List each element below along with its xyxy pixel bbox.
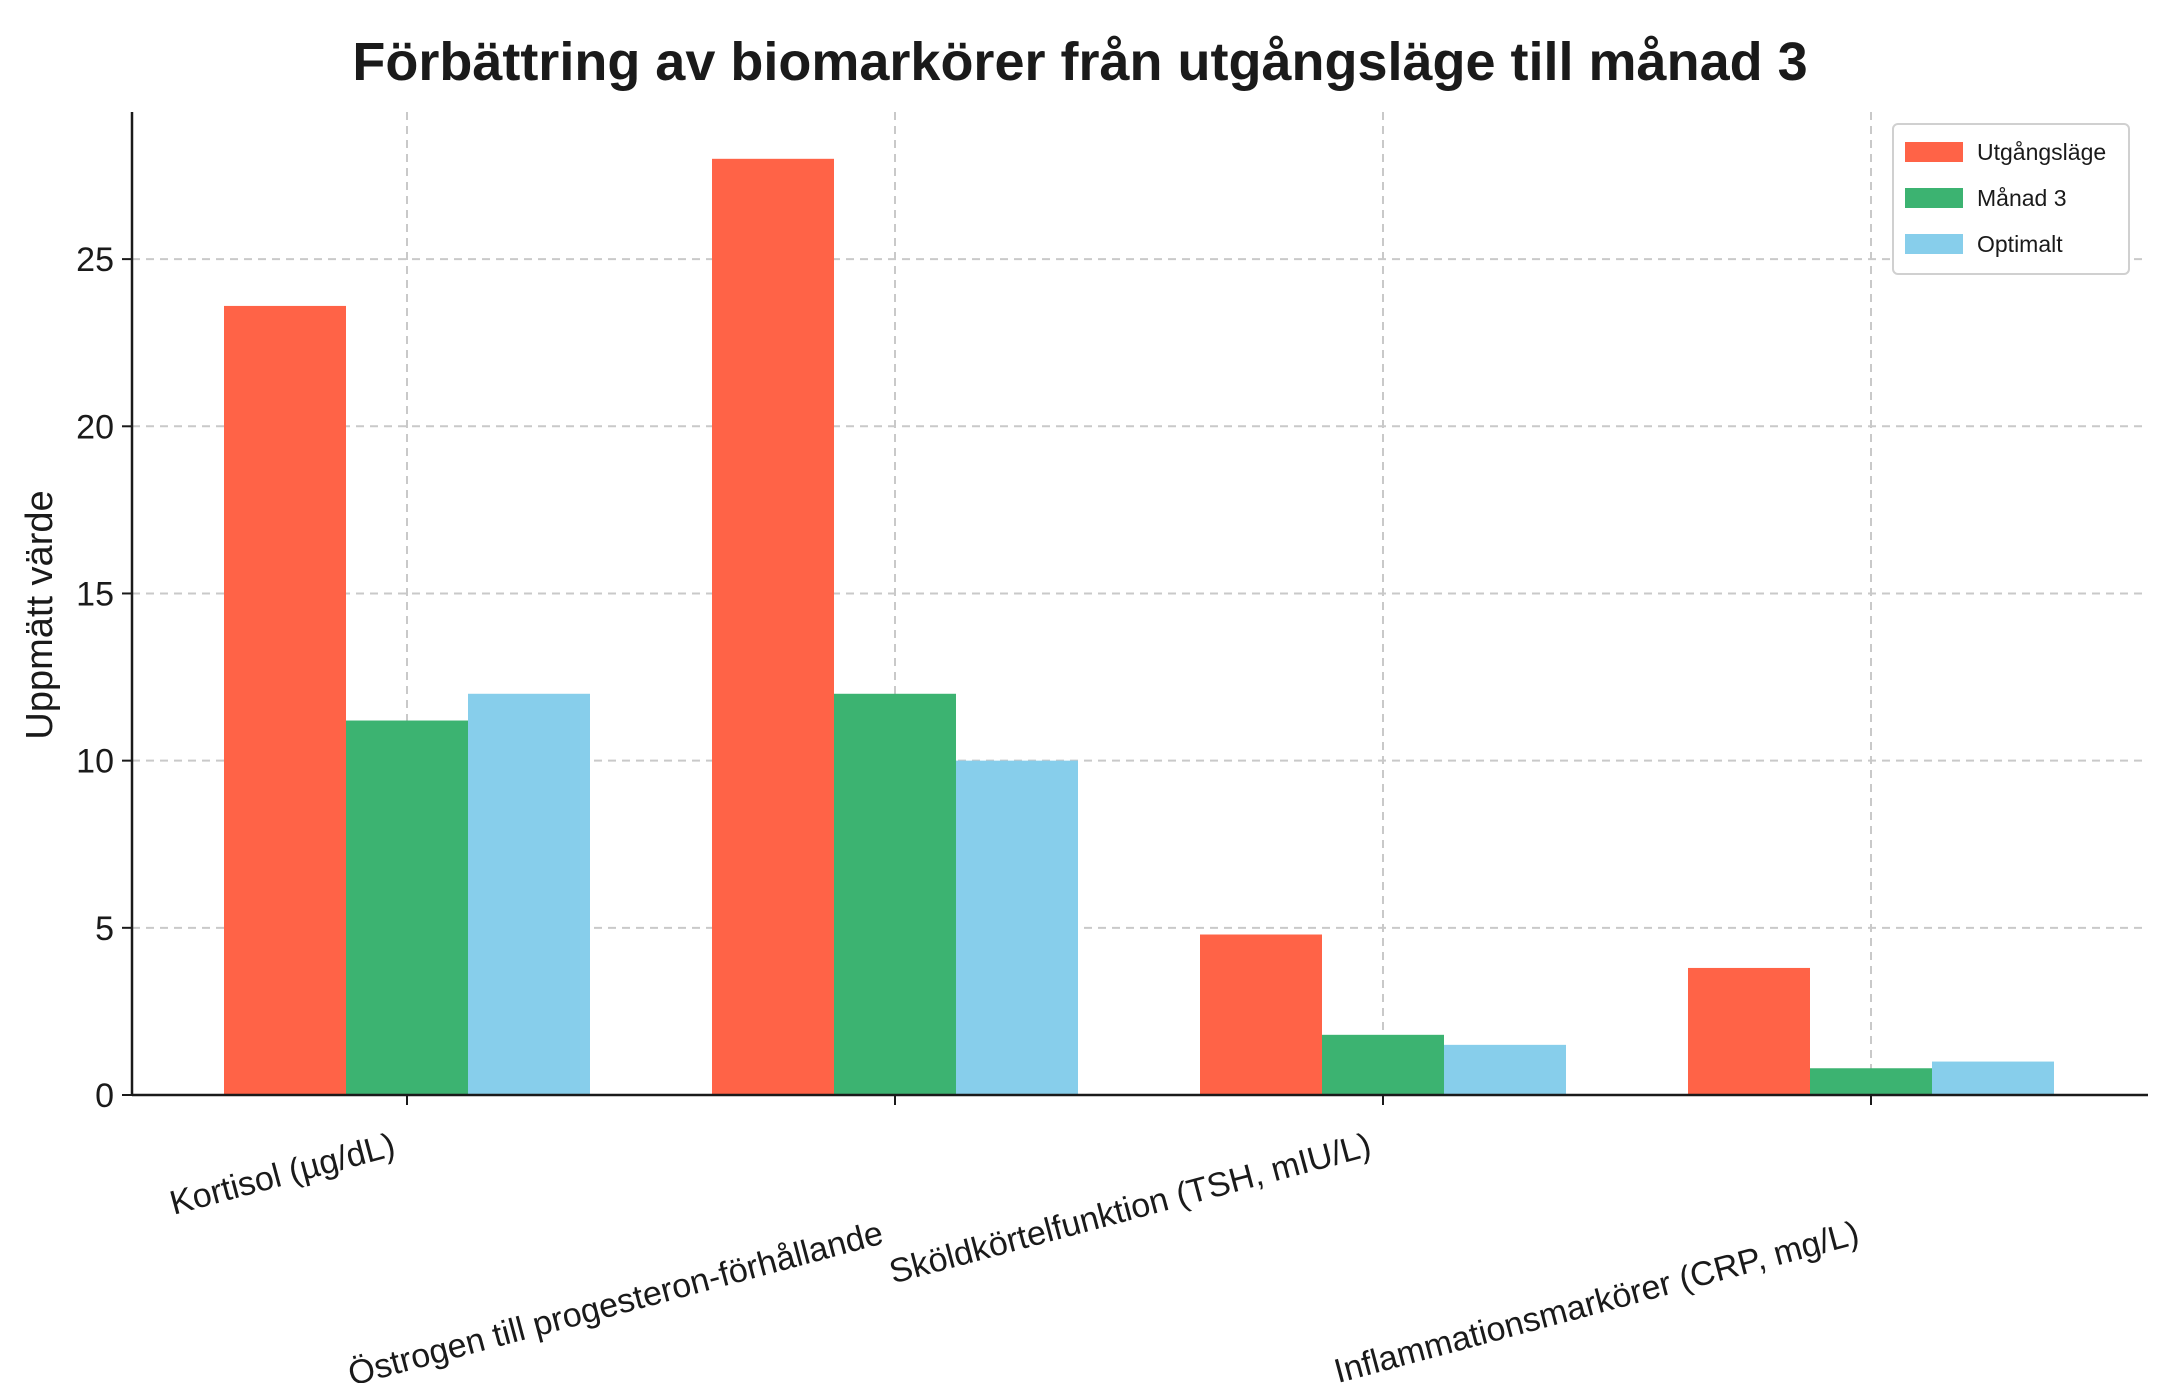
bar-utg-ngsl-ge-2 [1200, 934, 1322, 1095]
bar-optimalt-3 [1932, 1061, 2054, 1095]
legend-label: Optimalt [1977, 231, 2063, 257]
legend-swatch [1905, 142, 1963, 162]
legend-label: Utgångsläge [1977, 139, 2106, 165]
y-tick-label: 25 [76, 241, 114, 279]
x-ticks: Kortisol (µg/dL)Östrogen till progestero… [166, 1095, 1872, 1388]
bar-optimalt-0 [468, 693, 590, 1095]
legend-swatch [1905, 188, 1963, 208]
axes [130, 112, 2148, 1097]
legend: Utgångsläge Månad 3 Optimalt [1892, 123, 2130, 275]
y-tick-label: 10 [76, 743, 114, 781]
y-ticks: 0 5 10 15 20 25 [76, 241, 132, 1115]
bar-m-nad-3-0 [346, 720, 468, 1095]
bar-m-nad-3-2 [1322, 1034, 1444, 1095]
legend-label: Månad 3 [1977, 185, 2067, 211]
x-tick-label: Sköldkörtelfunktion (TSH, mIU/L) [885, 1126, 1375, 1291]
y-tick-label: 5 [95, 910, 114, 948]
bar-utg-ngsl-ge-0 [224, 305, 346, 1095]
y-tick-label: 0 [95, 1077, 114, 1115]
y-tick-label: 15 [76, 575, 114, 613]
bar-m-nad-3-1 [834, 693, 956, 1095]
bar-utg-ngsl-ge-3 [1688, 967, 1810, 1095]
x-tick-label: Kortisol (µg/dL) [166, 1126, 399, 1223]
bar-utg-ngsl-ge-1 [712, 158, 834, 1096]
y-axis-label: Uppmätt värde [19, 490, 61, 739]
legend-swatch [1905, 234, 1963, 254]
bars [224, 158, 2054, 1096]
bar-m-nad-3-3 [1810, 1068, 1932, 1095]
bar-optimalt-1 [956, 760, 1078, 1095]
y-tick-label: 20 [76, 408, 114, 446]
bar-optimalt-2 [1444, 1044, 1566, 1095]
chart-title: Förbättring av biomarkörer från utgångsl… [352, 32, 1807, 92]
x-tick-label: Inflammationsmarkörer (CRP, mg/L) [1330, 1214, 1863, 1383]
x-tick-label: Östrogen till progesteron-förhållande [344, 1214, 887, 1383]
